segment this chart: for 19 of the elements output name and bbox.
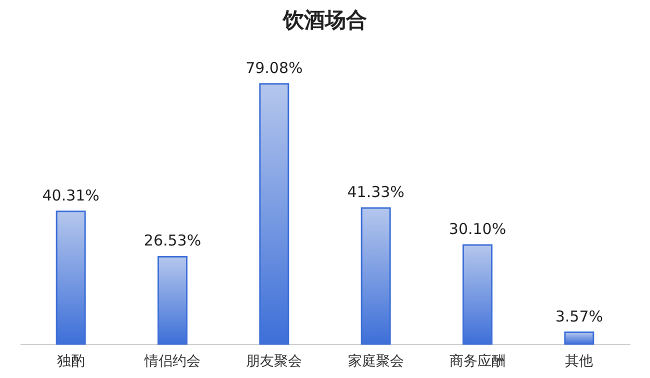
data-label: 79.08% <box>246 58 303 77</box>
bar <box>259 83 290 345</box>
x-tick-label: 商务应酬 <box>450 354 506 370</box>
chart-title: 饮酒场合 <box>282 8 367 32</box>
x-tick-label: 独酌 <box>56 354 85 370</box>
bar <box>462 244 492 345</box>
data-label: 41.33% <box>347 183 404 202</box>
x-tick-label: 朋友聚会 <box>246 354 302 370</box>
x-tick-label: 其他 <box>565 354 594 370</box>
data-label: 3.57% <box>555 307 603 326</box>
x-tick-label: 情侣约会 <box>144 354 200 370</box>
bar <box>56 210 86 345</box>
bar <box>158 256 188 345</box>
data-label: 30.10% <box>448 220 506 238</box>
data-label: 26.53% <box>144 232 202 250</box>
bar <box>360 207 391 345</box>
data-label: 40.31% <box>42 186 100 204</box>
bar <box>564 332 594 345</box>
x-tick-label: 家庭聚会 <box>348 354 404 370</box>
